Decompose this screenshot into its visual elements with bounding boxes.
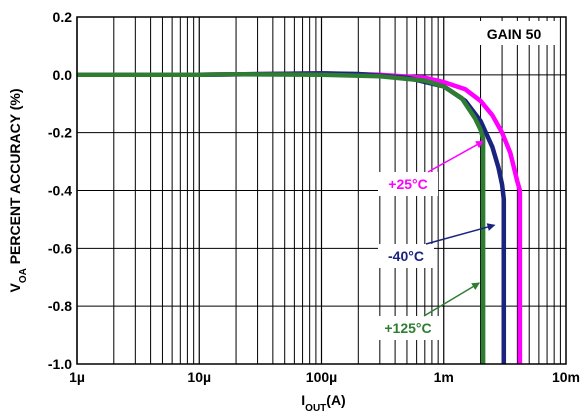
x-tick-label: 100µ [306, 369, 337, 385]
series-label: +25°C [388, 176, 427, 192]
series-label-arrow [425, 223, 496, 245]
tick-labels: 1µ 10µ 100µ 1m 10m 0.2 0.0 -0.2 -0.4 -0.6 -0.8 -1.0 [48, 9, 580, 385]
axis-titles: IOUT(A) VOA PERCENT ACCURACY (%) [7, 88, 346, 413]
x-tick-label: 1µ [69, 369, 85, 385]
series-label-box [378, 244, 434, 268]
y-tick-label: -1.0 [48, 356, 72, 372]
annotation-box [470, 21, 558, 45]
plot-frame [76, 16, 567, 365]
series-label-arrow [423, 282, 481, 317]
x-tick-label: 10m [552, 369, 580, 385]
series-label: +125°C [384, 320, 431, 336]
series-lines [77, 71, 523, 364]
grid [76, 16, 566, 365]
y-tick-label: -0.8 [48, 298, 72, 314]
series-line [77, 71, 523, 364]
y-axis-title: VOA PERCENT ACCURACY (%) [7, 88, 29, 292]
annotation-text: GAIN 50 [487, 26, 542, 42]
x-tick-label: 10µ [187, 369, 211, 385]
annotations: GAIN 50 [470, 21, 558, 45]
series-label-box [374, 316, 442, 340]
series-labels: +25°C -40°C +125°C [374, 140, 496, 340]
series-label-arrow [427, 140, 485, 173]
y-tick-label: -0.2 [48, 125, 72, 141]
y-tick-label: 0.0 [53, 67, 73, 83]
x-tick-label: 1m [434, 369, 454, 385]
y-tick-label: -0.6 [48, 240, 72, 256]
series-label: -40°C [388, 248, 424, 264]
x-axis-title: IOUT(A) [301, 392, 345, 414]
y-tick-label: -0.4 [48, 183, 72, 199]
series-label-box [378, 172, 438, 196]
y-tick-label: 0.2 [53, 9, 73, 25]
series-line [77, 72, 486, 364]
